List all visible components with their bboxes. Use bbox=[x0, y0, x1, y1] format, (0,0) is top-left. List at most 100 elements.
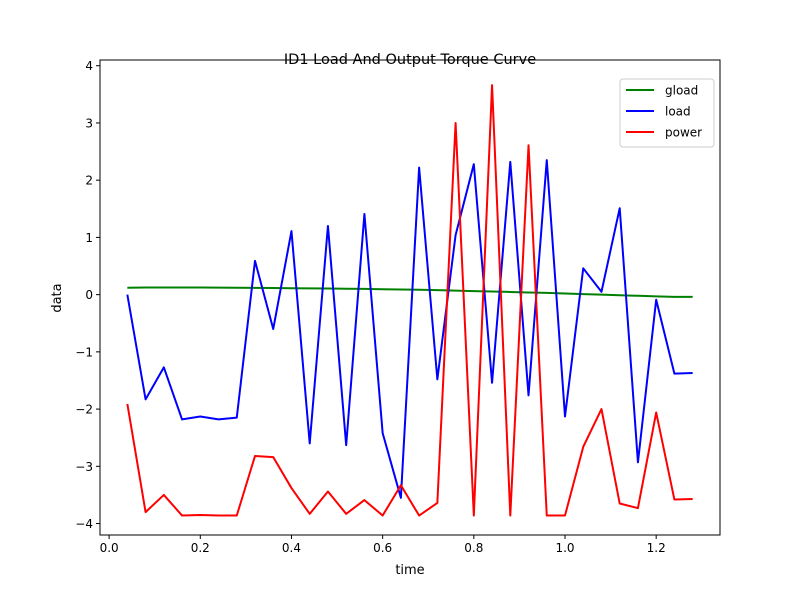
y-tick-label: 4 bbox=[85, 59, 93, 73]
data-point-load-1 bbox=[145, 398, 147, 400]
data-point-load-15 bbox=[400, 497, 402, 499]
x-tick-label: 0.4 bbox=[282, 541, 301, 555]
x-tick-label: 1.2 bbox=[647, 541, 666, 555]
data-point-load-4 bbox=[199, 416, 201, 418]
data-point-power-25 bbox=[582, 446, 584, 448]
data-point-gload-21 bbox=[509, 291, 511, 293]
data-point-gload-9 bbox=[290, 287, 292, 289]
data-point-load-5 bbox=[218, 418, 220, 420]
data-point-power-17 bbox=[436, 502, 438, 504]
data-point-load-29 bbox=[655, 299, 657, 301]
chart-legend: gload load power bbox=[619, 78, 715, 148]
data-point-gload-29 bbox=[655, 295, 657, 297]
data-point-gload-26 bbox=[600, 294, 602, 296]
data-point-load-0 bbox=[126, 294, 128, 296]
data-point-gload-12 bbox=[345, 288, 347, 290]
x-tick-label: 0.6 bbox=[373, 541, 392, 555]
x-axis-ticks: 0.0 0.2 0.4 0.6 0.8 1.0 1.2 bbox=[100, 535, 666, 555]
data-point-load-2 bbox=[163, 366, 165, 368]
data-point-gload-25 bbox=[582, 293, 584, 295]
x-tick-label: 0.8 bbox=[464, 541, 483, 555]
data-point-load-17 bbox=[436, 378, 438, 380]
data-point-gload-24 bbox=[564, 292, 566, 294]
data-point-power-3 bbox=[181, 515, 183, 517]
data-point-gload-11 bbox=[327, 288, 329, 290]
y-tick-label: −3 bbox=[75, 460, 93, 474]
data-point-load-24 bbox=[564, 416, 566, 418]
data-point-power-1 bbox=[145, 511, 147, 513]
y-tick-label: 0 bbox=[85, 288, 93, 302]
data-point-power-29 bbox=[655, 412, 657, 414]
data-point-gload-30 bbox=[673, 296, 675, 298]
data-point-power-15 bbox=[400, 484, 402, 486]
data-point-gload-19 bbox=[473, 290, 475, 292]
plot-area bbox=[99, 59, 721, 536]
data-point-load-25 bbox=[582, 267, 584, 269]
data-point-gload-1 bbox=[145, 286, 147, 288]
data-point-power-18 bbox=[455, 122, 457, 124]
data-point-power-0 bbox=[126, 403, 128, 405]
y-axis-ticks: −4 −3 −2 −1 0 1 2 3 4 bbox=[75, 59, 100, 531]
data-point-gload-5 bbox=[218, 287, 220, 289]
data-point-gload-22 bbox=[528, 291, 530, 293]
data-point-power-20 bbox=[491, 84, 493, 86]
data-point-gload-23 bbox=[546, 292, 548, 294]
data-point-power-13 bbox=[363, 499, 365, 501]
series-line-gload bbox=[127, 286, 693, 298]
data-point-load-28 bbox=[637, 461, 639, 463]
data-point-gload-2 bbox=[163, 286, 165, 288]
data-point-load-27 bbox=[619, 207, 621, 209]
data-point-gload-27 bbox=[619, 294, 621, 296]
x-tick-label: 1.0 bbox=[555, 541, 574, 555]
data-point-power-12 bbox=[345, 513, 347, 515]
data-point-gload-6 bbox=[236, 287, 238, 289]
data-point-load-3 bbox=[181, 418, 183, 420]
legend-box bbox=[619, 78, 715, 148]
data-point-gload-17 bbox=[436, 289, 438, 291]
data-point-power-26 bbox=[600, 408, 602, 410]
data-point-load-9 bbox=[290, 230, 292, 232]
data-point-power-2 bbox=[163, 494, 165, 496]
y-axis-label: data bbox=[50, 283, 65, 312]
data-point-power-4 bbox=[199, 514, 201, 516]
data-point-power-24 bbox=[564, 515, 566, 517]
data-point-gload-18 bbox=[455, 290, 457, 292]
data-point-load-11 bbox=[327, 225, 329, 227]
data-point-power-27 bbox=[619, 503, 621, 505]
data-point-load-19 bbox=[473, 163, 475, 165]
data-point-power-8 bbox=[272, 456, 274, 458]
data-point-gload-7 bbox=[254, 287, 256, 289]
data-point-gload-15 bbox=[400, 288, 402, 290]
y-tick-label: 1 bbox=[85, 231, 93, 245]
data-point-power-14 bbox=[382, 515, 384, 517]
y-tick-label: −2 bbox=[75, 403, 93, 417]
series-line-load bbox=[126, 159, 693, 499]
x-tick-label: 0.0 bbox=[100, 541, 119, 555]
data-point-load-6 bbox=[236, 417, 238, 419]
x-axis-label: time bbox=[395, 563, 424, 578]
data-point-power-19 bbox=[473, 515, 475, 517]
y-tick-label: −1 bbox=[75, 345, 93, 359]
data-point-load-12 bbox=[345, 444, 347, 446]
data-point-power-5 bbox=[218, 515, 220, 517]
data-point-load-21 bbox=[509, 161, 511, 163]
data-point-load-18 bbox=[455, 234, 457, 236]
data-point-load-23 bbox=[546, 159, 548, 161]
axes-frame bbox=[99, 59, 721, 536]
data-point-gload-28 bbox=[637, 295, 639, 297]
data-point-power-11 bbox=[327, 491, 329, 493]
data-point-gload-31 bbox=[692, 296, 694, 298]
legend-label-power: power bbox=[665, 126, 702, 140]
series-line-power bbox=[126, 84, 693, 517]
data-point-power-31 bbox=[692, 498, 694, 500]
data-point-power-9 bbox=[290, 487, 292, 489]
data-point-load-20 bbox=[491, 382, 493, 384]
data-point-power-30 bbox=[673, 499, 675, 501]
data-point-power-7 bbox=[254, 455, 256, 457]
data-point-gload-20 bbox=[491, 290, 493, 292]
data-point-load-13 bbox=[363, 213, 365, 215]
data-point-gload-13 bbox=[363, 288, 365, 290]
series-lines bbox=[126, 84, 694, 517]
data-point-load-22 bbox=[528, 394, 530, 396]
